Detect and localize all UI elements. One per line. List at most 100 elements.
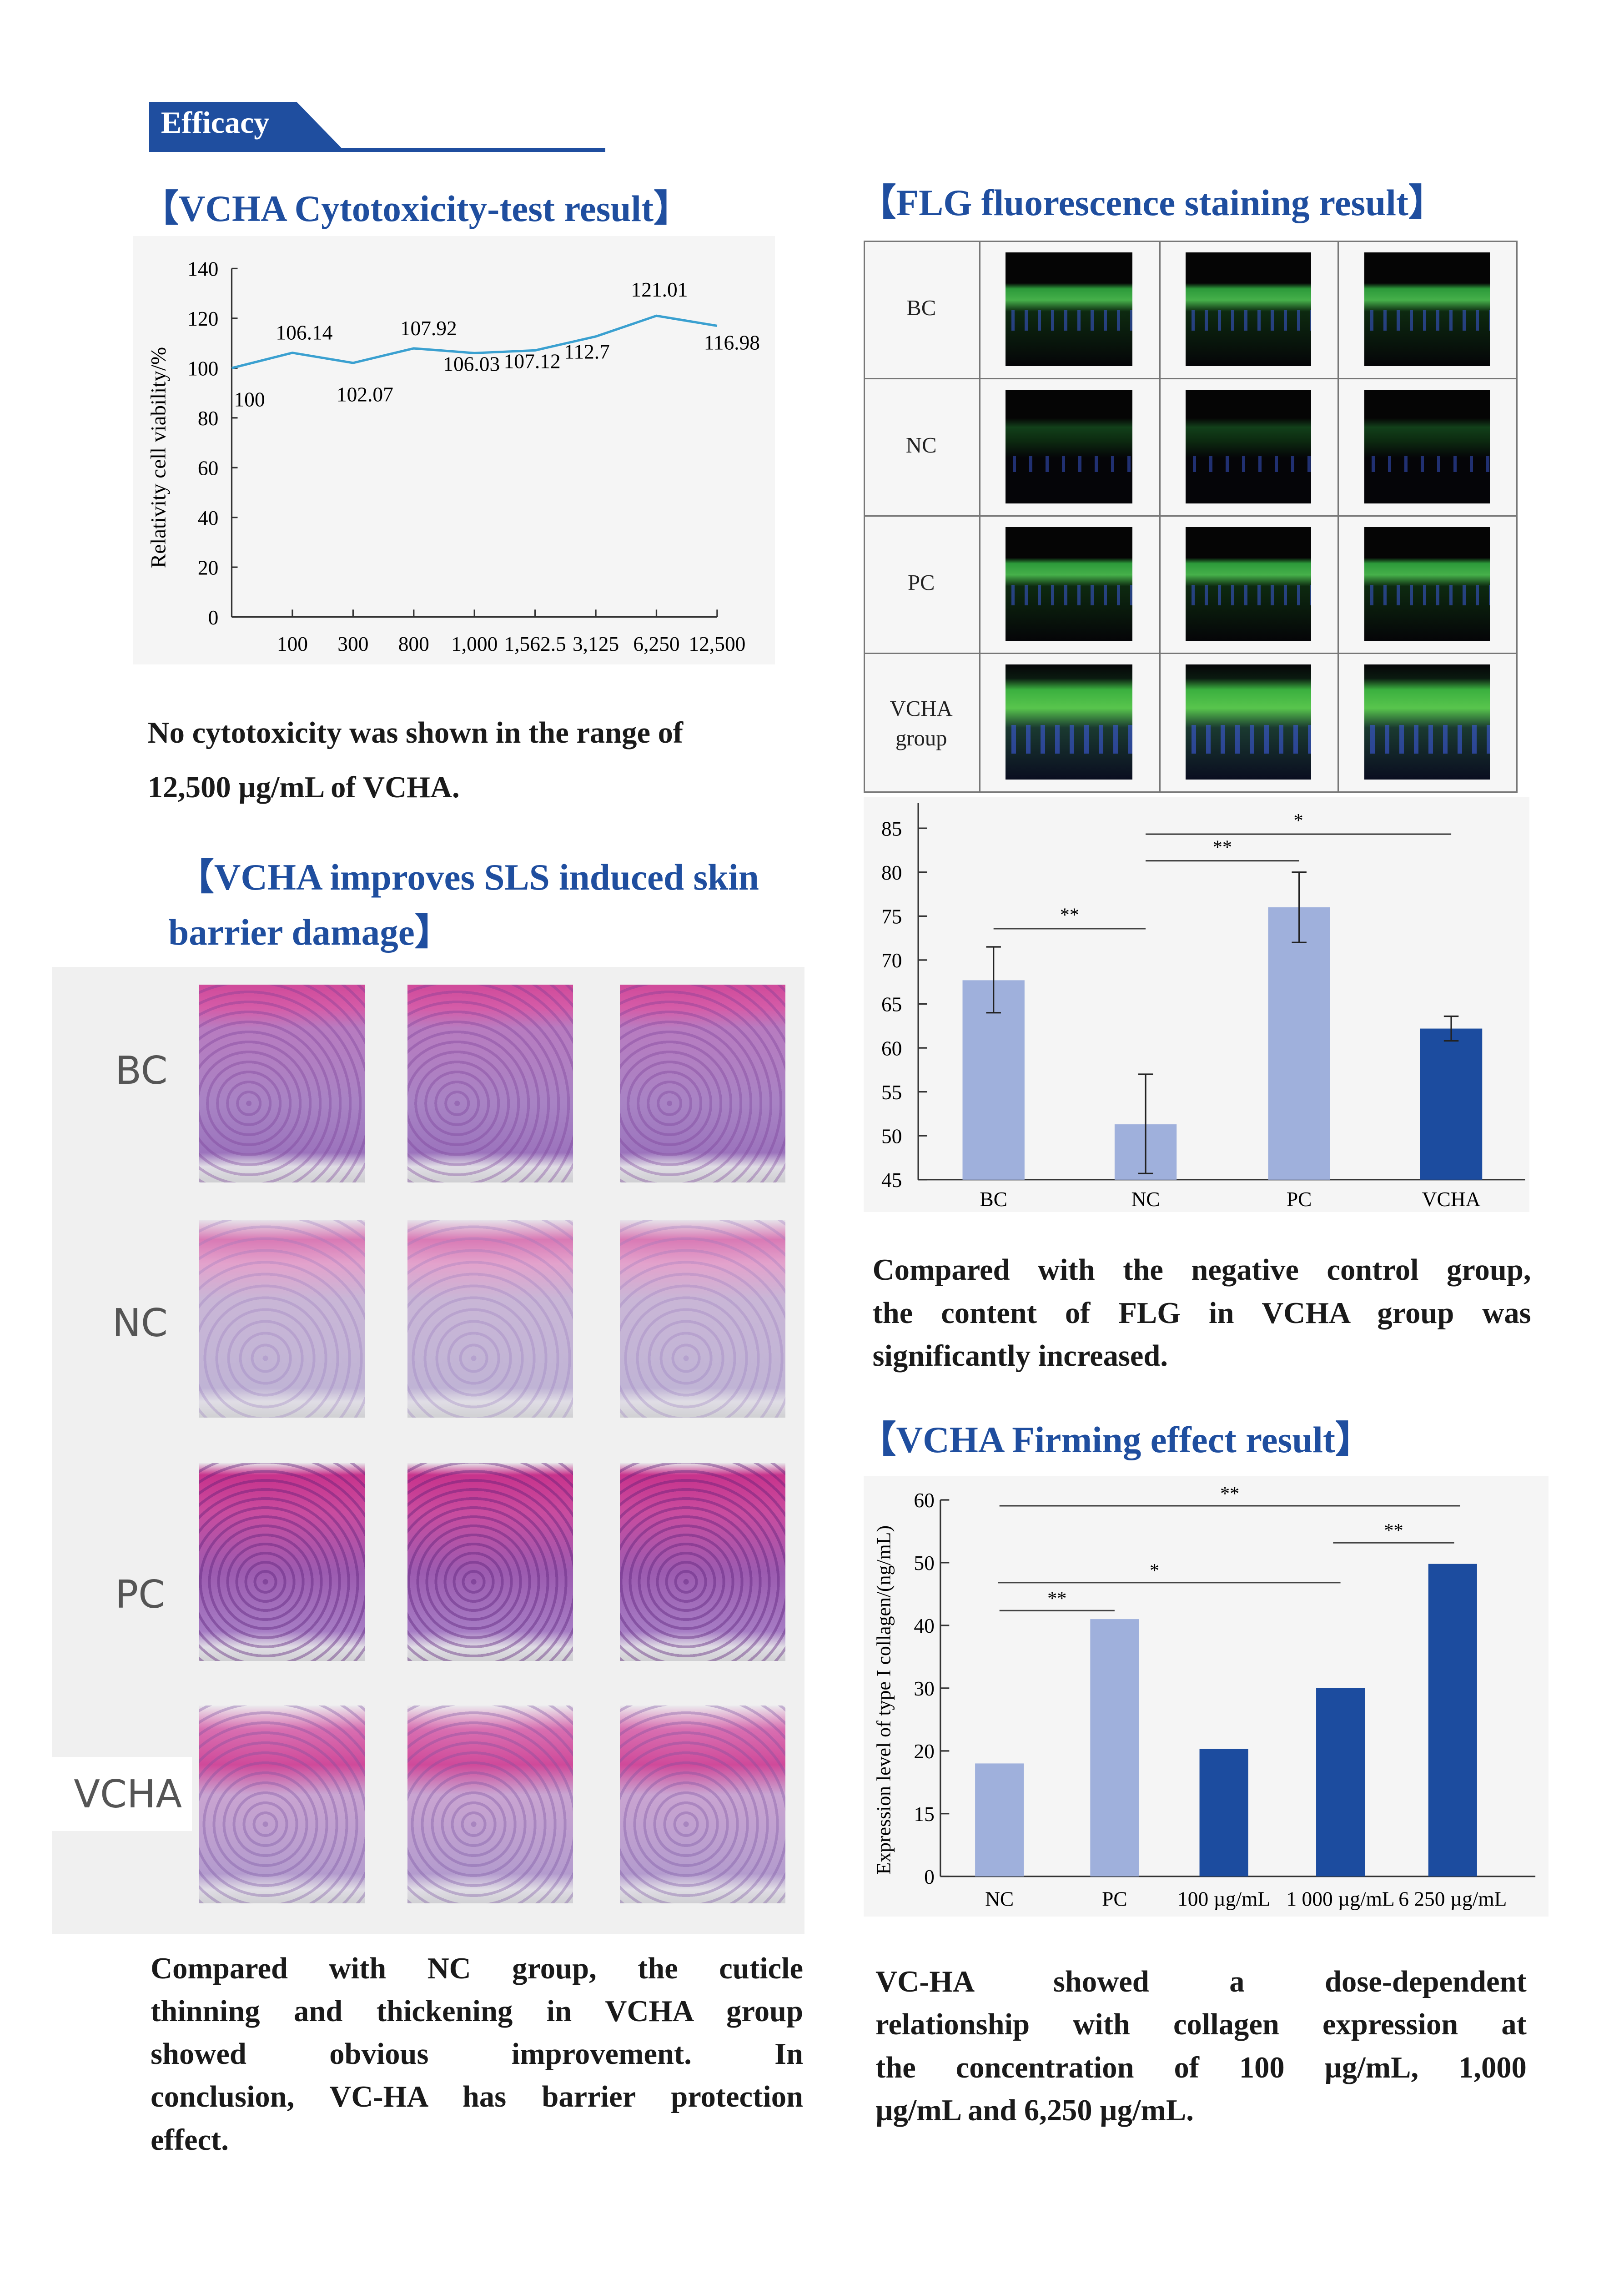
fluorescence-image — [1005, 527, 1132, 641]
y-tick-label: 75 — [881, 906, 902, 928]
data-label: 107.12 — [504, 350, 561, 373]
flg-title: 【FLG fluorescence staining result】 — [859, 182, 1446, 223]
cytotoxicity-line-chart: 0 20 40 60 80 100 120 140 100 300 800 1,000 1,562.5 3… — [147, 258, 760, 656]
cytotoxicity-title: 【VCHA Cytotoxicity-test result】 — [141, 188, 691, 229]
histology-label-pc: PC — [115, 1572, 166, 1617]
x-tick-label: 300 — [337, 633, 368, 656]
text-line: thinning and thickening in VCHA group — [151, 1995, 804, 2028]
collagen-bar-chart: 0 15 20 30 40 50 60 Expression level of type I … — [873, 1483, 1536, 1911]
y-tick-label: 50 — [881, 1125, 902, 1148]
bar-pc — [1268, 907, 1331, 1180]
cytotoxicity-text: No cytotoxicity was shown in the range o… — [148, 706, 683, 815]
y-axis-label: Expression level of type I collagen/(ng/… — [873, 1525, 895, 1875]
flg-text: Compared with the negative control group… — [873, 1249, 1531, 1377]
text-line: showed obvious improvement. In — [151, 2038, 804, 2071]
histology-image — [407, 1705, 573, 1903]
x-tick-label: NC — [1131, 1188, 1160, 1211]
histology-image — [407, 1463, 573, 1661]
significance-label: ** — [1384, 1520, 1403, 1541]
barrier-title-line1: 【VCHA improves SLS induced skin — [177, 857, 759, 898]
flg-row-label-bc: BC — [906, 296, 936, 321]
flg-row-label-nc: NC — [905, 433, 937, 458]
data-label: 106.03 — [443, 353, 500, 376]
text-line: Compared with the negative control group… — [872, 1253, 1531, 1287]
text-line: the concentration of 100 µg/mL, 1,000 — [875, 2051, 1527, 2084]
barrier-title-line2: barrier damage】 — [168, 911, 452, 953]
y-tick-label: 65 — [881, 993, 902, 1016]
y-tick-label: 55 — [881, 1081, 902, 1104]
y-tick-label: 85 — [881, 817, 902, 840]
x-tick-label: 100 — [277, 633, 308, 656]
y-tick-label: 15 — [914, 1803, 935, 1826]
histology-image — [199, 1463, 365, 1661]
text-line: relationship with collagen expression at — [875, 2008, 1527, 2042]
bar — [975, 1763, 1024, 1877]
fluorescence-image — [1364, 527, 1490, 641]
x-tick-label: NC — [985, 1888, 1014, 1911]
data-label: 121.01 — [631, 279, 688, 302]
page: Efficacy 【VCHA Cytotoxicity-test result】… — [51, 102, 1536, 2162]
text-line: µg/mL and 6,250 µg/mL. — [875, 2093, 1194, 2127]
grid-cell — [864, 652, 980, 793]
fluorescence-image — [1364, 252, 1490, 367]
histology-image — [407, 985, 573, 1183]
fluorescence-image — [1005, 390, 1132, 503]
histology-image — [620, 985, 786, 1183]
y-tick-label: 80 — [198, 407, 218, 430]
cytotoxicity-chart-panel: 0 20 40 60 80 100 120 140 100 300 800 1,000 1,562.5 3… — [133, 236, 775, 664]
bar-vcha — [1420, 1028, 1483, 1180]
histology-label-vcha: VCHA — [74, 1771, 182, 1816]
x-tick-label: 6 250 µg/mL — [1398, 1888, 1507, 1911]
x-tick-label: 800 — [398, 633, 429, 656]
x-tick-label: VCHA — [1422, 1188, 1481, 1211]
y-tick-label: 70 — [881, 949, 902, 972]
flg-row-label-vcha: VCHA group — [890, 696, 953, 750]
x-tick-label: PC — [1102, 1888, 1127, 1911]
y-tick-label: 45 — [881, 1169, 902, 1192]
text-line: effect. — [151, 2123, 229, 2157]
text-line: No cytotoxicity was shown in the range o… — [147, 716, 684, 750]
barrier-text: Compared with NC group, the cuticle thin… — [151, 1947, 803, 2162]
significance-label: ** — [1220, 1483, 1239, 1504]
grid-cell — [864, 378, 980, 517]
data-label: 107.92 — [400, 317, 457, 340]
y-tick-label: 60 — [914, 1489, 935, 1512]
text-line: significantly increased. — [872, 1339, 1168, 1373]
y-tick-label: 40 — [914, 1615, 935, 1638]
histology-panel: BC NC PC VCHA — [51, 967, 805, 1934]
y-tick-label: 100 — [187, 357, 218, 380]
y-tick-label: 140 — [187, 258, 218, 281]
fluorescence-image — [1185, 527, 1311, 641]
grid-cell — [864, 241, 980, 380]
x-tick-label: 3,125 — [573, 633, 619, 656]
significance-label: ** — [1060, 905, 1079, 926]
fluorescence-image — [1364, 390, 1490, 503]
histology-label-nc: NC — [112, 1301, 168, 1346]
y-tick-label: 40 — [198, 507, 218, 529]
fluorescence-image — [1364, 664, 1490, 780]
text-line: VC-HA showed a dose-dependent — [875, 1965, 1527, 1999]
firming-text: VC-HA showed a dose-dependent relationsh… — [875, 1961, 1527, 2132]
fluorescence-image — [1005, 252, 1132, 367]
x-tick-label: 12,500 — [689, 633, 746, 656]
data-label: 100 — [234, 388, 265, 411]
x-tick-label: 6,250 — [634, 633, 680, 656]
histology-image — [620, 1219, 786, 1418]
x-tick-label: PC — [1287, 1188, 1312, 1211]
fluorescence-image — [1005, 664, 1132, 780]
histology-image — [620, 1705, 786, 1903]
significance-label: ** — [1047, 1588, 1066, 1610]
x-tick-label: BC — [980, 1188, 1008, 1211]
data-label: 102.07 — [337, 383, 393, 406]
section-title: Efficacy — [161, 105, 270, 140]
bar — [1316, 1688, 1365, 1877]
y-tick-label: 30 — [914, 1677, 935, 1700]
y-tick-label: 20 — [914, 1740, 935, 1763]
bar — [1428, 1564, 1478, 1877]
y-tick-label: 0 — [924, 1866, 935, 1888]
significance-label: * — [1294, 810, 1303, 831]
y-tick-label: 50 — [914, 1552, 935, 1575]
vcha-label-box — [51, 1757, 192, 1831]
histology-image — [620, 1463, 786, 1661]
